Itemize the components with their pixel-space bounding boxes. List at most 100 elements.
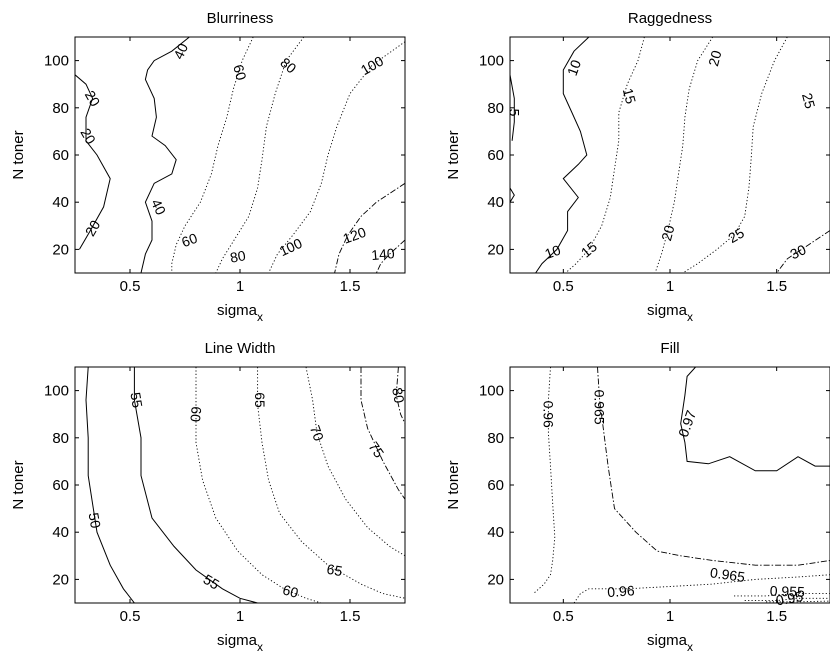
contour-label: 120 [341, 224, 369, 247]
contour-label: 40 [148, 196, 169, 217]
contour-label: 55 [201, 571, 223, 593]
y-axis-label: N toner [445, 460, 462, 509]
contour-label: 20 [77, 125, 99, 147]
plot-area [75, 367, 405, 603]
contour-label: 60 [179, 230, 199, 250]
contour-label: 0.96 [540, 401, 556, 428]
contour-line-10 [535, 37, 590, 273]
y-tick-label: 40 [487, 194, 504, 211]
y-tick-label: 100 [479, 383, 504, 400]
plot-area [510, 367, 830, 603]
y-tick-label: 20 [487, 571, 504, 588]
contour-label: 20 [658, 223, 678, 242]
contour-line-140 [375, 239, 405, 273]
contour-label: 20 [705, 48, 725, 67]
y-tick-label: 60 [487, 147, 504, 164]
y-axis-label: N toner [10, 460, 27, 509]
contour-line-75 [360, 367, 405, 500]
chart-title: Fill [660, 340, 679, 357]
contour-line-0.955 [734, 593, 830, 597]
contour-line-0.965 [597, 367, 830, 566]
contour-line-20 [75, 74, 111, 250]
contour-label: 25 [799, 91, 819, 110]
contour-line-80 [215, 37, 305, 273]
contour-label: 55 [127, 391, 145, 409]
y-axis-label: N toner [445, 130, 462, 179]
contour-line-40 [140, 37, 190, 273]
x-axis-label: sigmax [217, 632, 263, 654]
plot-area [75, 37, 405, 273]
x-tick-label: 0.5 [553, 608, 574, 625]
y-tick-label: 40 [52, 524, 69, 541]
contour-lines [75, 37, 405, 273]
x-tick-label: 0.5 [120, 608, 141, 625]
y-tick-label: 60 [487, 477, 504, 494]
contour-line-120 [334, 182, 405, 273]
x-axis-label: sigmax [217, 302, 263, 324]
x-tick-label: 1 [236, 278, 244, 295]
contour-line-unlabeled [510, 187, 515, 203]
x-tick-label: 1.5 [340, 608, 361, 625]
contour-label: 70 [307, 423, 327, 443]
y-tick-label: 100 [44, 383, 69, 400]
y-tick-label: 80 [487, 430, 504, 447]
contour-label: 15 [620, 86, 640, 105]
contour-line-0.96 [533, 367, 556, 594]
contour-line-50 [85, 367, 135, 603]
contour-label: 20 [82, 88, 104, 110]
x-axis-label: sigmax [647, 632, 693, 654]
y-tick-label: 80 [487, 100, 504, 117]
contour-label: 25 [725, 224, 747, 246]
chart-title: Blurriness [207, 10, 274, 27]
y-tick-label: 40 [52, 194, 69, 211]
contour-label: 50 [86, 511, 104, 529]
y-tick-label: 100 [479, 53, 504, 70]
y-tick-label: 40 [487, 524, 504, 541]
contour-line-60 [171, 37, 254, 273]
contour-line-65 [257, 367, 405, 599]
contour-label: 60 [187, 406, 204, 423]
y-tick-label: 100 [44, 53, 69, 70]
y-tick-label: 20 [52, 571, 69, 588]
x-tick-label: 1 [236, 608, 244, 625]
x-tick-label: 1.5 [340, 278, 361, 295]
x-tick-label: 1.5 [766, 608, 787, 625]
contour-line-100 [268, 41, 405, 273]
y-tick-label: 60 [52, 477, 69, 494]
contour-label: 40 [170, 41, 191, 62]
contour-line-55 [133, 367, 258, 603]
contour-label: 0.955 [770, 583, 806, 600]
contour-label: 0.96 [607, 582, 636, 600]
x-tick-label: 1.5 [766, 278, 787, 295]
contour-label: 10 [543, 242, 563, 262]
x-tick-label: 1 [666, 608, 674, 625]
contour-label: 80 [229, 247, 247, 265]
x-tick-label: 1 [666, 278, 674, 295]
y-tick-label: 20 [52, 241, 69, 258]
contour-line-15 [565, 37, 645, 273]
contour-label: 10 [564, 57, 584, 77]
chart-title: Raggedness [628, 10, 712, 27]
x-tick-label: 0.5 [120, 278, 141, 295]
contour-line-0.97 [680, 367, 830, 472]
y-tick-label: 80 [52, 430, 69, 447]
contour-line-5 [510, 74, 515, 141]
contour-line-25 [682, 37, 788, 273]
contour-line-80 [395, 367, 405, 424]
contour-label: 0.95 [775, 588, 805, 609]
contour-line-60 [195, 367, 322, 603]
contour-lines [510, 37, 830, 273]
x-axis-label: sigmax [647, 302, 693, 324]
y-tick-label: 60 [52, 147, 69, 164]
contour-label: 140 [371, 245, 396, 263]
y-axis-label: N toner [10, 130, 27, 179]
y-tick-label: 20 [487, 241, 504, 258]
contour-line-0.96 [573, 574, 830, 603]
contour-label: 65 [252, 392, 268, 408]
x-tick-label: 0.5 [553, 278, 574, 295]
